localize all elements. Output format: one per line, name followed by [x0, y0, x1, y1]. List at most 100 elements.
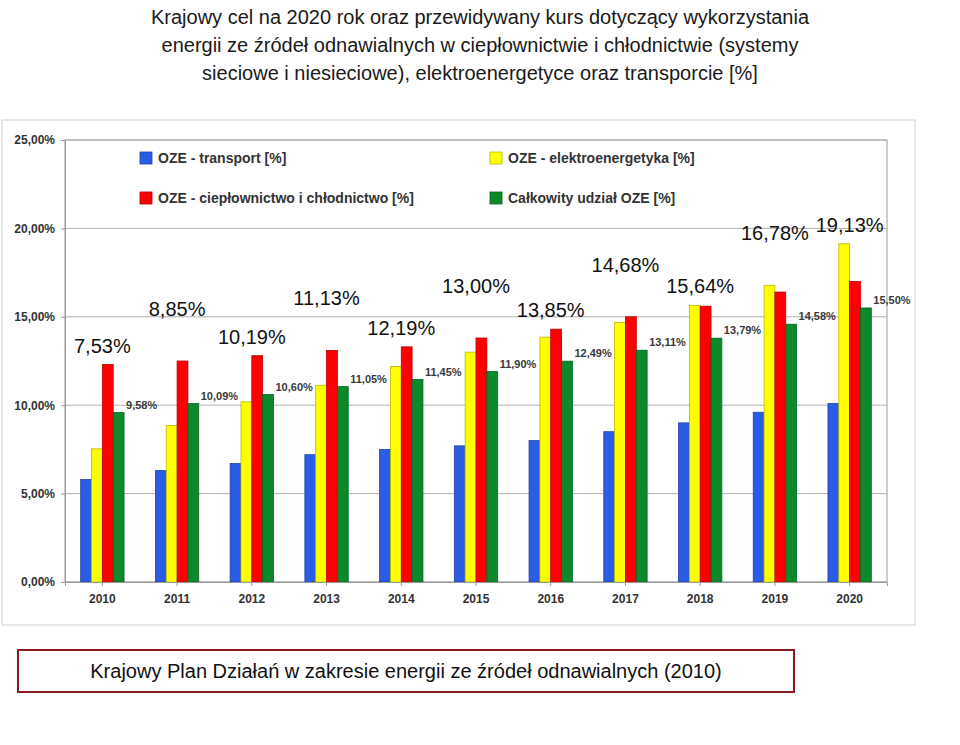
bars: [81, 244, 872, 582]
grid-line: [65, 140, 887, 141]
bar: [625, 317, 636, 582]
x-tick-label: 2011: [164, 592, 190, 606]
annotation: Krajowy Plan Działań w zakresie energii …: [90, 660, 721, 682]
legend-swatch: [490, 192, 502, 204]
y-tick: 5,00%: [21, 487, 65, 501]
x-tick-mark: [102, 582, 103, 586]
bar: [679, 423, 690, 582]
x-tick-label: 2014: [388, 592, 415, 606]
x-tick-label: 2019: [762, 592, 789, 606]
y-tick-label: 5,00%: [21, 487, 55, 501]
bar: [252, 356, 263, 582]
data-labels: 7,53%8,85%10,19%11,13%12,19%13,00%13,85%…: [74, 214, 911, 411]
x-axis-line: [66, 583, 888, 587]
legend-label: OZE - transport [%]: [158, 150, 286, 166]
data-label: 12,49%: [574, 347, 612, 359]
data-label: 15,64%: [666, 275, 734, 297]
bar: [305, 455, 316, 582]
bar: [465, 352, 476, 582]
bar-series: [113, 308, 871, 582]
bar: [188, 404, 199, 582]
bar-series: [81, 403, 839, 582]
chart-frame: [2, 120, 915, 625]
plot-area: [65, 140, 887, 582]
x-tick-mark: [476, 582, 477, 586]
data-label: 10,09%: [201, 390, 239, 402]
legend-swatch: [140, 192, 152, 204]
legend-item: OZE - transport [%]: [140, 150, 286, 166]
legend-item: OZE - elektroenergetyka [%]: [490, 150, 695, 166]
y-tick: 10,00%: [14, 399, 65, 413]
legend-label: Całkowity udział OZE [%]: [508, 190, 675, 206]
data-label: 14,58%: [799, 310, 837, 322]
bar: [700, 306, 711, 582]
y-tick-label: 15,00%: [14, 310, 55, 324]
bar: [177, 361, 188, 582]
y-tick-label: 25,00%: [14, 133, 55, 147]
grid: [65, 140, 887, 582]
bar: [775, 292, 786, 582]
y-tick: 15,00%: [14, 310, 65, 324]
bar: [487, 372, 498, 582]
legend: OZE - transport [%] OZE - elektroenergety…: [140, 150, 695, 206]
x-tick: 2020: [836, 582, 863, 606]
bar: [454, 446, 465, 582]
data-label: 8,85%: [149, 298, 206, 320]
legend-swatch: [490, 152, 502, 164]
data-label: 10,60%: [275, 381, 313, 393]
x-tick-mark: [251, 582, 252, 586]
bar: [753, 412, 764, 582]
legend-label: OZE - elektroenergetyka [%]: [508, 150, 695, 166]
bar: [689, 305, 700, 582]
chart-title: sieciowe i niesieciowe), elektroenergety…: [202, 62, 758, 84]
bar: [786, 324, 797, 582]
y-tick: 25,00%: [14, 133, 65, 147]
bar: [839, 244, 850, 582]
x-tick-mark: [700, 582, 701, 586]
x-tick-mark: [550, 582, 551, 586]
legend-item: Całkowity udział OZE [%]: [490, 190, 675, 206]
x-tick-mark: [401, 582, 402, 586]
annotation-box: [18, 650, 794, 692]
bar: [604, 432, 615, 582]
y-tick-label: 0,00%: [21, 575, 55, 589]
bar: [401, 347, 412, 582]
bar: [551, 329, 562, 582]
y-tick-mark: [61, 405, 65, 406]
chart-title: energii ze źródeł odnawialnych w ciepłow…: [162, 34, 799, 56]
x-tick-label: 2013: [313, 592, 340, 606]
bar: [412, 380, 423, 582]
x-tick-label: 2012: [238, 592, 265, 606]
y-tick-label: 20,00%: [14, 222, 55, 236]
bar: [241, 402, 252, 582]
bar: [476, 338, 487, 582]
data-label: 13,11%: [649, 336, 686, 348]
bar: [764, 285, 775, 582]
x-tick-label: 2010: [89, 592, 116, 606]
bar: [230, 464, 241, 582]
bar: [81, 479, 92, 582]
x-tick-mark: [774, 582, 775, 586]
data-label: 7,53%: [74, 335, 131, 357]
data-label: 13,00%: [442, 275, 510, 297]
bar: [155, 471, 166, 582]
x-tick: 2014: [388, 582, 415, 606]
y-tick-mark: [61, 494, 65, 495]
x-tick: 2015: [463, 582, 490, 606]
bar: [711, 338, 722, 582]
x-tick: 2012: [238, 582, 265, 606]
y-tick-mark: [61, 140, 65, 141]
bar: [860, 308, 871, 582]
bar-series: [92, 244, 850, 582]
x-axis: 2010201120122013201420152016201720182019…: [66, 582, 888, 606]
data-label: 13,79%: [724, 324, 762, 336]
x-tick-label: 2015: [463, 592, 490, 606]
x-tick: 2011: [164, 582, 190, 606]
x-tick-label: 2020: [836, 592, 863, 606]
bar: [337, 387, 348, 582]
x-tick: 2019: [762, 582, 789, 606]
x-tick-label: 2016: [537, 592, 564, 606]
bar-series: [102, 281, 860, 582]
data-label: 9,58%: [126, 399, 157, 411]
x-tick: 2016: [537, 582, 564, 606]
